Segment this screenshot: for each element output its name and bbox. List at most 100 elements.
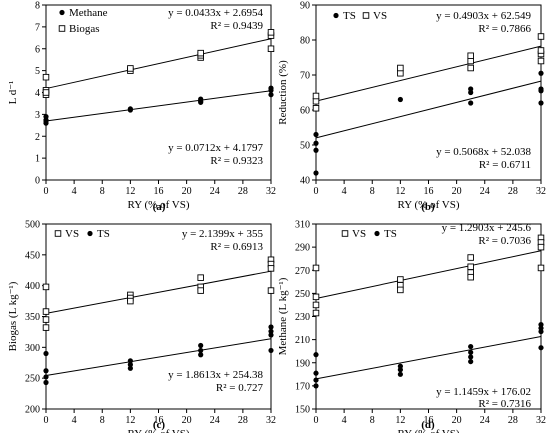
data-point [538, 70, 544, 76]
data-point [313, 147, 319, 153]
data-point [538, 328, 544, 335]
x-tick-label: 28 [508, 415, 518, 426]
data-point [268, 85, 274, 91]
panel-label: (a) [153, 201, 166, 213]
data-point [468, 343, 474, 350]
x-tick-label: 28 [508, 186, 518, 197]
legend-label: TS [343, 10, 356, 22]
x-tick-label: 20 [452, 415, 462, 426]
data-point [43, 350, 49, 357]
x-tick-label: 0 [44, 415, 49, 426]
data-point [313, 131, 319, 138]
data-point [312, 293, 320, 301]
y-tick-label: 290 [295, 243, 310, 254]
legend-label: VS [373, 10, 387, 22]
data-point [313, 352, 319, 358]
x-tick-label: 16 [154, 186, 164, 197]
data-point [42, 308, 50, 315]
data-point [198, 342, 204, 349]
data-point [538, 345, 544, 351]
data-point [537, 47, 545, 54]
data-point [467, 273, 474, 281]
panel-label: (b) [421, 201, 435, 213]
r-squared-label: R² = 0.9439 [210, 20, 263, 32]
data-point [268, 347, 274, 354]
data-point [127, 365, 133, 371]
y-tick-label: 90 [300, 1, 310, 12]
data-point [268, 324, 274, 330]
legend-marker [333, 12, 339, 19]
data-point [268, 92, 274, 98]
data-point [127, 297, 134, 305]
x-tick-label: 28 [238, 186, 248, 197]
x-tick-label: 4 [72, 415, 77, 426]
data-point [538, 100, 544, 106]
data-point [127, 358, 133, 364]
data-point [198, 352, 204, 358]
trend-equation: y = 1.8613x + 254.38 [168, 369, 263, 381]
trend-equation: y = 0.0433x + 2.6954 [168, 7, 263, 19]
y-tick-label: 3 [35, 110, 40, 121]
legend-marker [341, 230, 349, 237]
data-point [268, 328, 274, 334]
x-tick-label: 8 [100, 415, 105, 426]
data-point [538, 86, 544, 92]
y-tick-label: 70 [300, 71, 310, 82]
r-squared-label: R² = 0.6711 [479, 159, 531, 171]
trend-line [45, 270, 272, 314]
data-point [397, 96, 403, 103]
data-point [197, 274, 204, 281]
data-point [468, 354, 474, 360]
data-point [267, 45, 275, 53]
data-point [397, 367, 403, 373]
legend-marker [59, 9, 65, 16]
data-point [42, 89, 50, 96]
x-tick-label: 8 [370, 415, 375, 426]
y-tick-label: 6 [35, 44, 40, 55]
y-tick-label: 310 [295, 220, 310, 231]
x-tick-label: 0 [314, 415, 319, 426]
y-tick-label: 80 [300, 36, 310, 47]
x-tick-label: 12 [395, 415, 405, 426]
panel-label: (d) [421, 419, 435, 431]
r-squared-label: R² = 0.6913 [210, 241, 263, 253]
y-tick-label: 40 [300, 176, 310, 187]
data-point [467, 52, 474, 60]
r-squared-label: R² = 0.7866 [478, 23, 531, 35]
data-point [313, 170, 319, 176]
data-point [312, 301, 320, 309]
x-tick-label: 20 [182, 415, 192, 426]
trend-line [45, 90, 272, 122]
y-tick-label: 0 [35, 176, 40, 187]
legend-label: Biogas [69, 23, 100, 35]
data-point [313, 383, 319, 389]
y-tick-label: 7 [35, 22, 40, 33]
data-point [397, 276, 404, 283]
data-point [397, 69, 404, 77]
legend-label: VS [352, 228, 366, 240]
data-point [268, 332, 274, 338]
x-tick-label: 16 [424, 186, 434, 197]
data-point [312, 97, 320, 105]
trend-line [315, 250, 542, 299]
data-point [537, 57, 545, 65]
x-tick-label: 16 [154, 415, 164, 426]
series-vs: y = 1.2903x + 245.6R² = 0.7036 VS [312, 222, 545, 317]
data-point [42, 316, 50, 323]
x-tick-label: 4 [342, 186, 347, 197]
data-point [468, 86, 474, 92]
legend-label: Methane [69, 7, 108, 19]
trend-equation: y = 0.5068x + 52.038 [436, 146, 531, 158]
data-point [197, 49, 204, 57]
x-tick-label: 16 [424, 415, 434, 426]
r-squared-label: R² = 0.727 [216, 382, 264, 394]
data-point [312, 264, 320, 272]
data-point [43, 117, 49, 123]
x-tick-label: 8 [370, 186, 375, 197]
